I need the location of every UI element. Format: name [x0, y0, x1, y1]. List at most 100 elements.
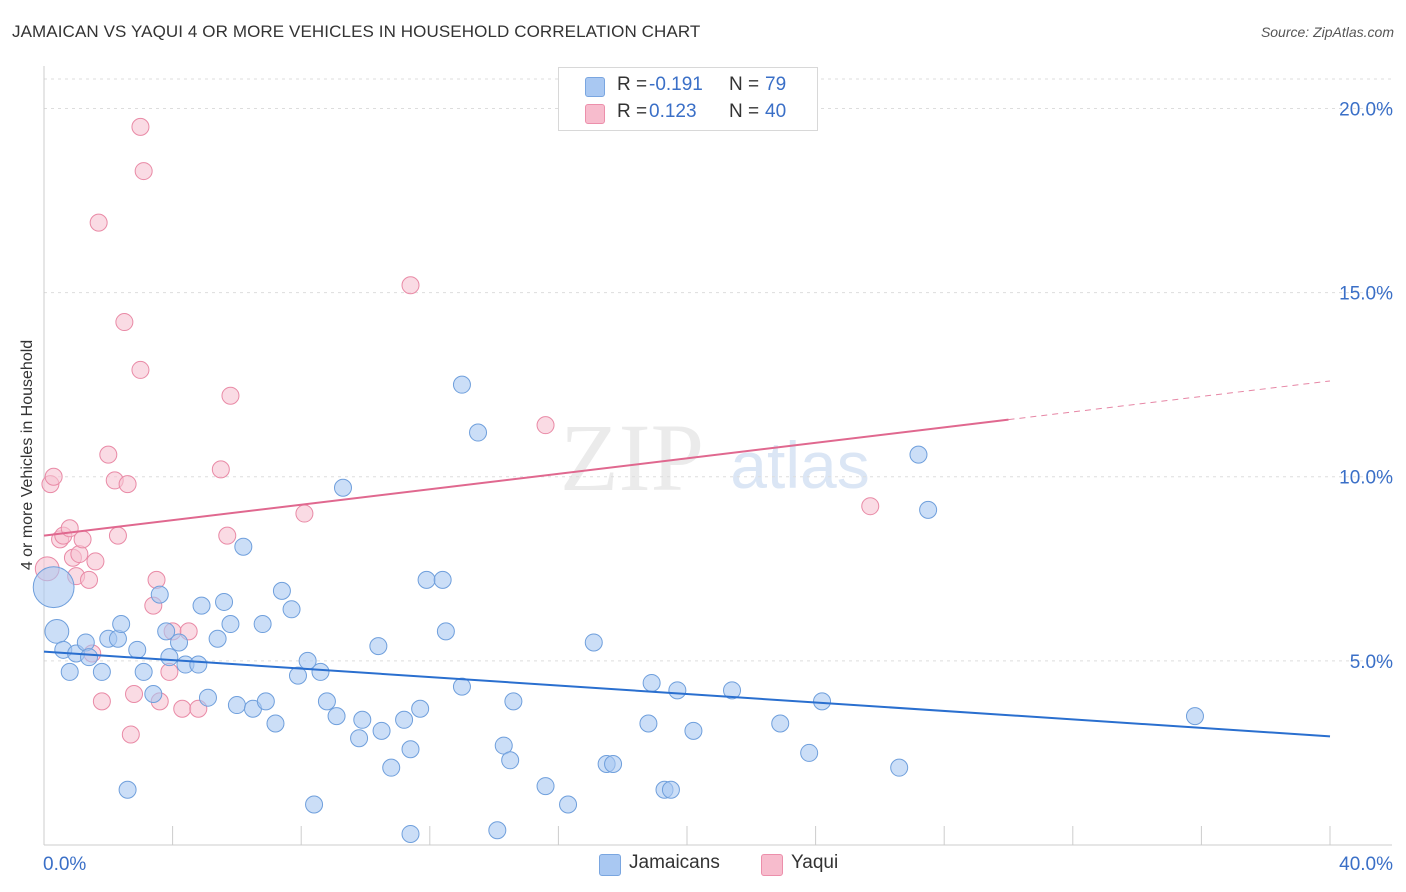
jamaican-point [501, 751, 520, 770]
jamaican-point [369, 637, 388, 656]
jamaican-point [452, 677, 471, 696]
jamaican-point [288, 666, 307, 685]
jamaican-point [266, 714, 285, 733]
jamaican-point [433, 570, 452, 589]
n-value: 79 [765, 74, 787, 95]
r-key: R = [617, 74, 648, 95]
watermark-zip: ZIP [560, 404, 704, 511]
jamaican-point [372, 721, 391, 740]
yaqui-point [99, 445, 118, 464]
y-tick-label: 20.0% [1339, 99, 1393, 120]
yaqui-point [125, 685, 144, 704]
jamaican-point [800, 743, 819, 762]
yaqui-swatch [585, 104, 605, 124]
jamaican-point [604, 754, 623, 773]
yaqui-trend-line [43, 418, 1009, 537]
jamaican-point [108, 629, 127, 648]
jamaican-point [60, 662, 79, 681]
trend-lines [43, 380, 1331, 738]
jamaican-point [559, 795, 578, 814]
jamaican-point [80, 648, 99, 667]
x-tick-label: 0.0% [43, 854, 86, 875]
jamaican-point [661, 780, 680, 799]
jamaican-trend-line [43, 650, 1331, 738]
yaqui-point [536, 416, 555, 435]
axes [43, 66, 1392, 846]
yaqui-point [173, 699, 192, 718]
jamaican-point [253, 615, 272, 634]
stats-legend: R = -0.191 N = 79 R = 0.123 N = 40 [558, 67, 818, 131]
jamaicans-legend-label: Jamaicans [629, 852, 720, 873]
jamaican-point [311, 662, 330, 681]
jamaican-point [401, 824, 420, 843]
yaqui-point [86, 552, 105, 571]
n-key: N = [729, 74, 760, 95]
jamaican-points [32, 375, 1204, 843]
jamaican-point [198, 688, 217, 707]
jamaican-point [642, 673, 661, 692]
yaqui-point [118, 475, 137, 494]
jamaican-point [160, 648, 179, 667]
x-tick-labels: 0.0% 40.0% [43, 854, 1393, 875]
r-value: 0.123 [649, 101, 697, 122]
jamaican-point [469, 423, 488, 442]
jamaican-point [723, 681, 742, 700]
jamaican-point [813, 692, 832, 711]
yaqui-trend-extension [1008, 380, 1331, 421]
yaqui-point [121, 725, 140, 744]
jamaican-point [395, 710, 414, 729]
jamaican-point [92, 662, 111, 681]
jamaican-point [639, 714, 658, 733]
jamaican-point [333, 478, 352, 497]
yaqui-point [221, 386, 240, 405]
jamaican-point [227, 696, 246, 715]
yaqui-point [131, 117, 150, 136]
jamaican-point [128, 640, 147, 659]
jamaican-point [221, 615, 240, 634]
watermark-atlas: atlas [730, 428, 869, 502]
yaqui-point [44, 467, 63, 486]
jamaican-point [150, 585, 169, 604]
jamaican-point [76, 633, 95, 652]
jamaican-point [401, 740, 420, 759]
jamaican-point [452, 375, 471, 394]
yaqui-point [115, 313, 134, 332]
jamaican-point [1185, 707, 1204, 726]
r-value: -0.191 [649, 74, 703, 95]
jamaican-point [684, 721, 703, 740]
source-label: Source: ZipAtlas.com [1260, 24, 1394, 40]
jamaican-point [417, 570, 436, 589]
yaqui-point [134, 162, 153, 181]
jamaican-point [44, 619, 70, 644]
jamaican-point [157, 622, 176, 641]
y-tick-labels: 5.0% 10.0% 15.0% 20.0% [1339, 99, 1393, 672]
jamaican-point [504, 692, 523, 711]
n-value: 40 [765, 101, 787, 122]
yaqui-point [401, 276, 420, 295]
y-tick-label: 5.0% [1350, 652, 1393, 673]
jamaican-point [208, 629, 227, 648]
y-tick-label: 10.0% [1339, 468, 1393, 489]
yaqui-point [73, 530, 92, 549]
yaqui-point [147, 570, 166, 589]
jamaican-point [234, 537, 253, 556]
yaqui-point [218, 526, 237, 545]
yaqui-point [92, 692, 111, 711]
jamaican-point [192, 596, 211, 615]
jamaican-point [305, 795, 324, 814]
jamaican-point [536, 777, 555, 796]
jamaican-point [488, 821, 507, 840]
jamaican-point [584, 633, 603, 652]
jamaican-point [382, 758, 401, 777]
jamaican-point [890, 758, 909, 777]
jamaican-point [317, 692, 336, 711]
yaqui-point [108, 526, 127, 545]
jamaican-point [353, 710, 372, 729]
x-tick-label: 40.0% [1339, 854, 1393, 875]
jamaican-point [668, 681, 687, 700]
jamaican-point [411, 699, 430, 718]
jamaican-point [170, 633, 189, 652]
jamaican-point [919, 500, 938, 519]
watermark: ZIP atlas [560, 404, 870, 511]
jamaican-point [436, 622, 455, 641]
